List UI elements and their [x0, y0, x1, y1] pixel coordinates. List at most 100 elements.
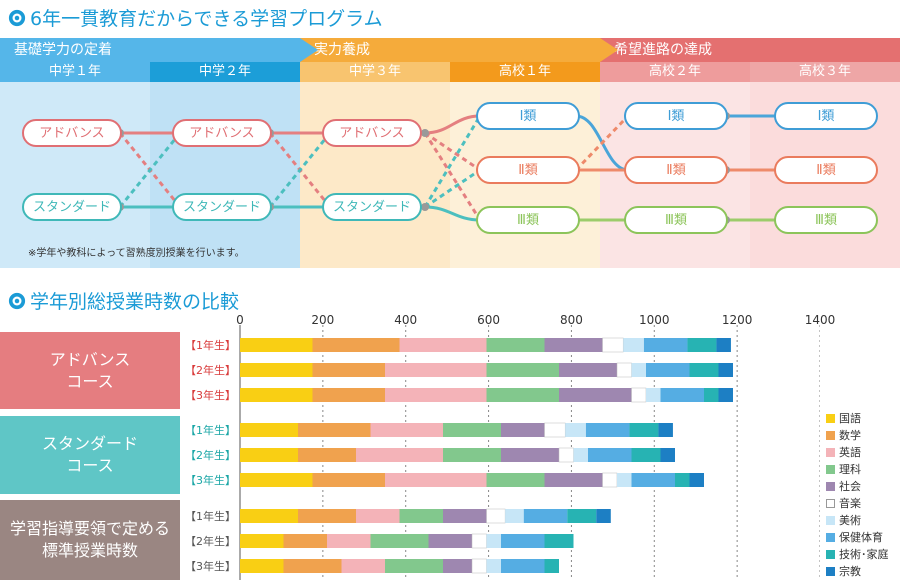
legend-label: 保健体育 — [839, 531, 883, 544]
bar-segment-理科 — [486, 473, 545, 487]
bar-segment-保健体育 — [523, 509, 568, 523]
bar-segment-技術･家庭 — [631, 448, 661, 462]
legend-swatch — [826, 447, 835, 457]
x-tick-label: 1400 — [804, 313, 836, 327]
x-tick-label: 600 — [477, 313, 501, 327]
bar-segment-理科 — [443, 423, 501, 437]
group-label: 学習指導要領で定める 標準授業時数 — [0, 500, 180, 580]
x-tick-label: 200 — [311, 313, 335, 327]
bar-segment-理科 — [443, 448, 501, 462]
legend-swatch — [826, 566, 835, 576]
section2-title: 学年別総授業時数の比較 — [30, 291, 240, 313]
class-box-1: Ⅰ類 — [774, 102, 878, 130]
bar-segment-社会 — [501, 448, 559, 462]
course-flow-lines — [116, 112, 782, 224]
bar-segment-保健体育 — [588, 448, 632, 462]
legend-swatch — [826, 464, 835, 474]
phase-arrows — [300, 38, 618, 62]
legend-label: 英語 — [839, 446, 861, 459]
class-box-3: Ⅲ類 — [476, 206, 580, 234]
year-label: 【2年生】 — [185, 364, 236, 377]
line-std-c2 — [424, 168, 481, 209]
note-text: ※学年や教科によって習熟度別授業を行います。 — [28, 248, 245, 259]
class-box-3: Ⅲ類 — [624, 206, 728, 234]
bar-segment-社会 — [443, 559, 472, 573]
grade-column-bg — [0, 82, 150, 268]
bar-segment-数学 — [283, 534, 327, 548]
x-tick-label: 400 — [394, 313, 418, 327]
legend-label: 技術･家庭 — [839, 548, 889, 561]
course-standard-box: スタンダード — [172, 193, 272, 221]
bar-segment-音楽 — [616, 362, 632, 378]
grade-header: 中学３年 — [300, 62, 450, 82]
bar-segment-美術 — [646, 388, 661, 402]
legend-item: 理科 — [826, 461, 861, 477]
legend-swatch — [826, 481, 835, 491]
bar-segment-保健体育 — [646, 363, 690, 377]
bar-segment-社会 — [544, 338, 603, 352]
bar-segment-英語 — [385, 363, 487, 377]
year-label: 【2年生】 — [185, 449, 236, 462]
bar-segment-技術･家庭 — [544, 534, 574, 548]
bar-segment-社会 — [443, 509, 487, 523]
bar-segment-音楽 — [602, 472, 618, 488]
legend-item: 国語 — [826, 410, 861, 426]
bar-segment-美術 — [486, 559, 501, 573]
gear-icon — [8, 292, 26, 309]
bar-segment-数学 — [283, 559, 342, 573]
course-standard-box: スタンダード — [22, 193, 122, 221]
bar-segment-英語 — [399, 338, 487, 352]
bar-segment-国語 — [240, 388, 313, 402]
bar-segment-保健体育 — [585, 423, 630, 437]
grade-header: 中学２年 — [150, 62, 300, 82]
bar-segment-技術･家庭 — [689, 363, 719, 377]
bar-segment-美術 — [505, 509, 524, 523]
legend-swatch — [826, 515, 835, 525]
bar-segment-国語 — [240, 473, 313, 487]
bar-segment-美術 — [565, 423, 586, 437]
section1-title-row: 6年一貫教育だからできる学習プログラム — [8, 4, 383, 31]
legend-label: 数学 — [839, 429, 861, 442]
legend-label: 社会 — [839, 480, 861, 493]
year-label: 【1年生】 — [185, 339, 236, 352]
year-label: 【1年生】 — [185, 510, 236, 523]
bar-segment-数学 — [298, 448, 356, 462]
bar-segment-美術 — [573, 448, 588, 462]
course-advance-box: アドバンス — [22, 119, 122, 147]
legend-label: 理科 — [839, 463, 861, 476]
legend-item: 保健体育 — [826, 529, 883, 545]
bar-segment-美術 — [617, 473, 632, 487]
class-box-2: Ⅱ類 — [774, 156, 878, 184]
legend-item: 美術 — [826, 512, 861, 528]
bar-segment-保健体育 — [501, 559, 545, 573]
course-advance-box: アドバンス — [322, 119, 422, 147]
bar-segment-美術 — [631, 363, 646, 377]
line-adv-c2 — [424, 131, 481, 172]
gear-icon — [8, 9, 26, 26]
legend-item: 数学 — [826, 427, 861, 443]
bar-segment-技術･家庭 — [544, 559, 559, 573]
bar-segment-数学 — [312, 363, 385, 377]
legend-item: 宗教 — [826, 563, 861, 579]
legend-label: 美術 — [839, 514, 861, 527]
bar-segment-音楽 — [471, 533, 487, 549]
year-label: 【2年生】 — [185, 535, 236, 548]
grade-header: 高校３年 — [750, 62, 900, 82]
bar-segment-音楽 — [486, 508, 506, 524]
x-tick-label: 1000 — [639, 313, 670, 327]
bar-segment-技術･家庭 — [629, 423, 659, 437]
line-adv-c1 — [424, 114, 481, 135]
bar-segment-国語 — [240, 509, 298, 523]
legend-item: 音楽 — [826, 495, 861, 511]
bar-segment-数学 — [312, 388, 385, 402]
class-box-3: Ⅲ類 — [774, 206, 878, 234]
bar-segment-数学 — [298, 509, 356, 523]
bar-segment-英語 — [385, 473, 487, 487]
bar-segment-技術･家庭 — [687, 338, 717, 352]
year-label: 【3年生】 — [185, 474, 236, 487]
x-tick-label: 1200 — [721, 313, 753, 327]
bar-segment-数学 — [298, 423, 371, 437]
class-box-2: Ⅱ類 — [476, 156, 580, 184]
bar-segment-技術･家庭 — [675, 473, 690, 487]
bar-segment-宗教 — [689, 473, 704, 487]
